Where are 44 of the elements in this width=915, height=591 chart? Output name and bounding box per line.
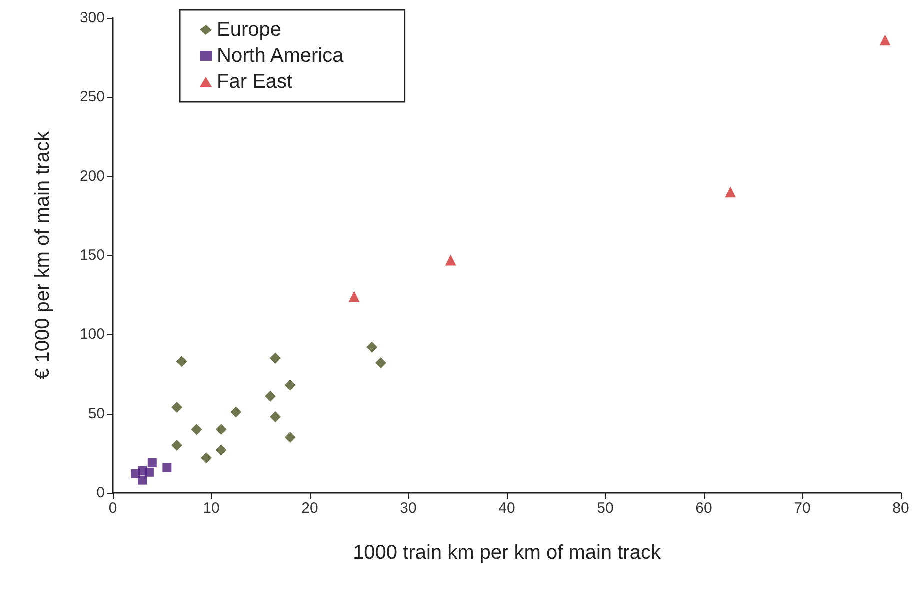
legend-label: Europe (217, 19, 282, 41)
legend-label: Far East (217, 71, 294, 93)
y-tick-label: 250 (80, 88, 105, 106)
point (270, 412, 282, 422)
point (348, 291, 360, 302)
point (880, 34, 891, 46)
x-tick-label: 40 (498, 500, 516, 517)
point (230, 406, 242, 418)
x-tick-label: 50 (597, 500, 614, 517)
point (172, 402, 183, 413)
point (176, 356, 188, 368)
x-tick-label: 10 (203, 500, 220, 517)
y-tick-label: 200 (80, 168, 105, 185)
point (138, 476, 148, 485)
point (216, 444, 227, 456)
point (144, 468, 154, 477)
point (284, 380, 296, 391)
point (445, 254, 456, 266)
y-tick-label: 50 (88, 405, 105, 422)
point (148, 458, 157, 468)
x-tick-label: 0 (108, 500, 118, 517)
point (366, 342, 378, 353)
x-tick-label: 80 (892, 500, 910, 517)
x-axis-title: 1000 train km per km of main track (353, 542, 662, 564)
y-tick-label: 0 (96, 484, 105, 502)
x-tick-label: 30 (400, 500, 417, 517)
point (725, 186, 736, 198)
y-tick-label: 300 (80, 10, 105, 26)
x-tick-label: 70 (794, 500, 811, 517)
x-tick-label: 20 (302, 500, 318, 517)
point (172, 440, 183, 451)
point (191, 424, 202, 436)
point (375, 358, 386, 369)
point (162, 463, 172, 472)
point (201, 452, 212, 464)
point (284, 432, 296, 444)
y-tick-label: 150 (80, 247, 105, 264)
point (216, 424, 227, 436)
legend-label: North America (217, 45, 345, 67)
x-tick-label: 60 (696, 500, 712, 517)
point (270, 352, 282, 364)
y-tick-label: 100 (80, 326, 105, 344)
y-axis-title: € 1000 per km of main track (32, 130, 54, 380)
point (265, 390, 276, 402)
